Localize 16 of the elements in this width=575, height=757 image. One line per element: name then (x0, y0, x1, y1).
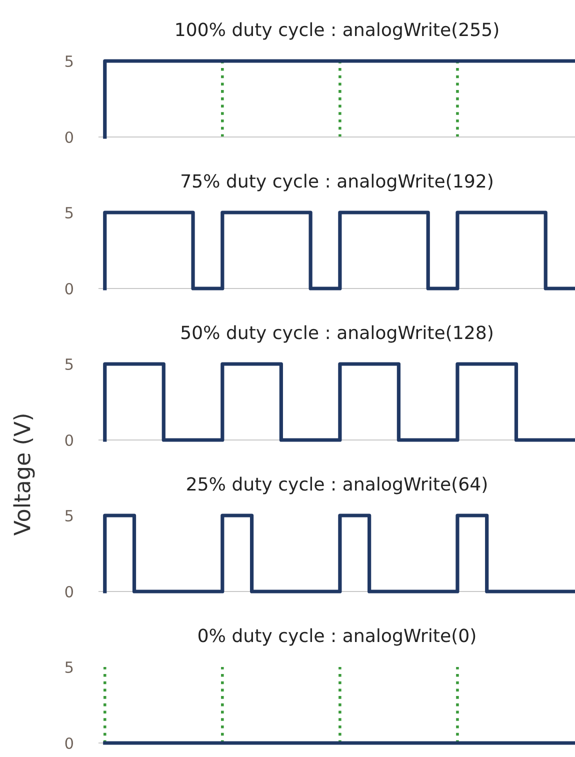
y-tick-label: 5 (65, 207, 73, 219)
y-axis-title: Voltage (V) (13, 414, 35, 536)
y-tick-label: 0 (65, 586, 73, 598)
y-tick-label: 5 (65, 56, 73, 68)
chart-title: 25% duty cycle : analogWrite(64) (187, 476, 487, 494)
chart-title: 50% duty cycle : analogWrite(128) (181, 325, 492, 343)
chart-title: 75% duty cycle : analogWrite(192) (182, 174, 492, 192)
y-tick-label: 5 (65, 510, 73, 522)
y-tick-label: 5 (65, 662, 73, 674)
y-tick-label: 5 (65, 358, 73, 370)
chart-title: 100% duty cycle : analogWrite(255) (176, 22, 498, 40)
y-tick-label: 0 (65, 737, 73, 750)
y-tick-label: 0 (65, 131, 73, 144)
chart-title: 0% duty cycle : analogWrite(0) (198, 628, 476, 646)
y-tick-label: 0 (65, 282, 73, 295)
y-tick-label: 0 (65, 434, 73, 446)
